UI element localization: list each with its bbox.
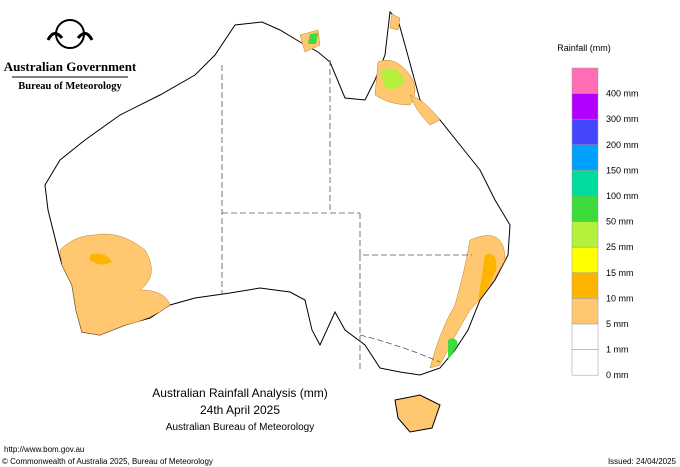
legend-label: 1 mm [606, 345, 629, 355]
legend-label: 0 mm [606, 370, 629, 380]
legend-swatch [571, 298, 599, 325]
legend-label: 15 mm [606, 268, 634, 278]
footer-copyright: © Commonwealth of Australia 2025, Bureau… [2, 457, 213, 466]
legend-label: 50 mm [606, 217, 634, 227]
legend-swatch [571, 323, 599, 350]
legend-label: 10 mm [606, 293, 634, 303]
legend-swatch [571, 144, 599, 171]
legend-swatch [571, 246, 599, 274]
legend-label: 200 mm [606, 140, 639, 150]
map-date: 24th April 2025 [200, 403, 280, 417]
bureau-name: Bureau of Meteorology [18, 81, 122, 92]
legend-label: 150 mm [606, 165, 639, 175]
legend-label: 5 mm [606, 319, 629, 329]
legend-swatch [571, 93, 599, 120]
map-source: Australian Bureau of Meteorology [166, 422, 314, 433]
australia-map [44, 10, 511, 433]
legend-label: 400 mm [606, 89, 639, 99]
logo [46, 19, 94, 49]
legend-swatch [571, 195, 599, 222]
map-title: Australian Rainfall Analysis (mm) [152, 386, 327, 400]
legend-label: 300 mm [606, 114, 639, 124]
government-name: Australian Government [4, 59, 137, 74]
legend-swatch [571, 221, 599, 248]
footer-issued: Issued: 24/04/2025 [608, 457, 677, 466]
footer-url[interactable]: http://www.bom.gov.au [4, 445, 84, 454]
legend-swatch [571, 272, 599, 299]
legend-label: 25 mm [606, 242, 634, 252]
legend-swatch [571, 118, 599, 146]
legend: 400 mm 300 mm 200 mm 150 mm 100 mm 50 mm 25 mm… [571, 67, 639, 380]
legend-label: 100 mm [606, 191, 639, 201]
legend-swatch [571, 349, 599, 376]
legend-swatch [571, 67, 599, 94]
legend-title: Rainfall (mm) [557, 43, 611, 53]
legend-swatch [571, 170, 599, 197]
